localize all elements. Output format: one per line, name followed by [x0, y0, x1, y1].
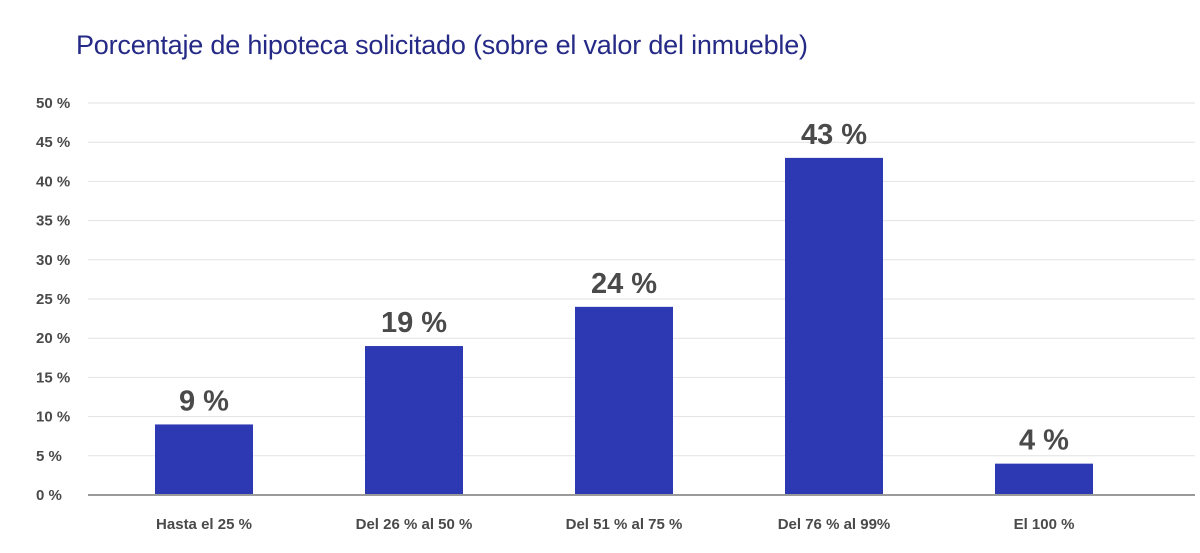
bar [365, 346, 463, 495]
y-tick-label: 45 % [36, 134, 70, 151]
y-tick-label: 15 % [36, 369, 70, 386]
y-tick-label: 10 % [36, 409, 70, 426]
chart-title: Porcentaje de hipoteca solicitado (sobre… [76, 30, 808, 60]
y-tick-label: 25 % [36, 291, 70, 308]
category-label: Hasta el 25 % [156, 516, 252, 533]
bar [155, 424, 253, 495]
y-tick-label: 20 % [36, 330, 70, 347]
data-label: 4 % [1019, 425, 1069, 457]
bar [785, 157, 883, 495]
data-label: 19 % [381, 307, 447, 339]
y-tick-label: 0 % [36, 487, 62, 504]
y-tick-label: 35 % [36, 213, 70, 230]
bars [155, 157, 1093, 495]
data-label: 9 % [179, 385, 229, 417]
y-tick-label: 30 % [36, 252, 70, 269]
data-labels: 9 % 19 % 24 % 43 % 4 % [179, 119, 1069, 457]
y-axis-ticks: 0 % 5 % 10 % 15 % 20 % 25 % 30 % 35 % 40 % 45 % 50… [36, 95, 70, 504]
y-tick-label: 5 % [36, 448, 62, 465]
data-label: 43 % [801, 119, 867, 151]
category-label: Del 76 % al 99% [778, 516, 891, 533]
data-label: 24 % [591, 268, 657, 300]
category-label: Del 51 % al 75 % [566, 516, 683, 533]
category-labels: Hasta el 25 % Del 26 % al 50 % Del 51 % al… [156, 516, 1074, 533]
category-label: Del 26 % al 50 % [356, 516, 473, 533]
bar [575, 306, 673, 495]
category-label: El 100 % [1014, 516, 1075, 533]
y-tick-label: 50 % [36, 95, 70, 112]
y-tick-label: 40 % [36, 173, 70, 190]
bar [995, 463, 1093, 495]
